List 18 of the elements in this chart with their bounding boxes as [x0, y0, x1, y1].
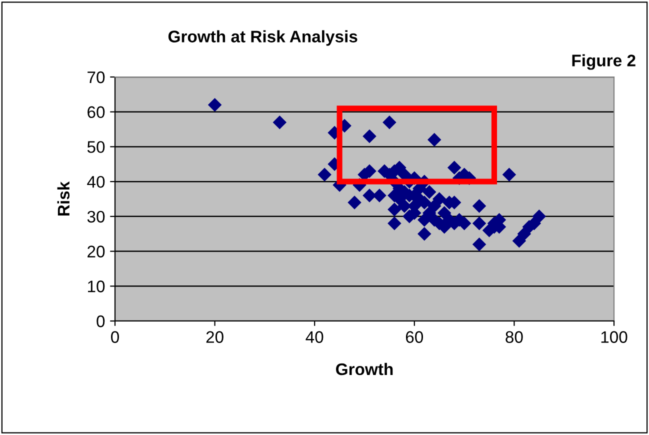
- caption: Figure 2: [572, 54, 636, 70]
- y-tick-label: 70: [88, 71, 105, 84]
- y-tick-label: 60: [88, 106, 105, 118]
- x-tick-label: 40: [306, 331, 324, 343]
- y-tick-label: 10: [88, 280, 105, 292]
- y-tick-label: 50: [87, 141, 105, 153]
- y-tick-label: 40: [87, 176, 105, 188]
- y-tick-label: 20: [88, 246, 105, 258]
- y-tick-label: 30: [87, 210, 105, 223]
- x-tick-label: 60: [406, 331, 424, 343]
- x-axis-title: Growth: [336, 362, 393, 376]
- x-tick-label: 0: [111, 331, 119, 343]
- chart-title: Growth at Risk Analysis: [168, 30, 358, 46]
- y-axis-title: Risk: [57, 181, 70, 216]
- y-tick-label: 0: [96, 315, 105, 328]
- x-tick-label: 100: [601, 331, 628, 343]
- x-tick-label: 20: [206, 331, 224, 343]
- x-tick-label: 80: [506, 331, 523, 343]
